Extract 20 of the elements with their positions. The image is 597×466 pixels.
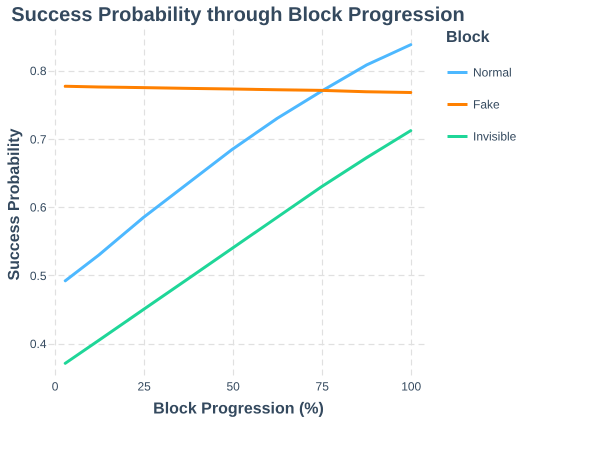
x-tick-label: 0 <box>52 380 59 394</box>
y-axis-title: Success Probability <box>6 128 23 281</box>
y-tick-label: 0.7 <box>30 132 47 146</box>
x-tick-label: 100 <box>401 380 422 394</box>
legend-label: Invisible <box>473 130 517 144</box>
y-tick-label: 0.5 <box>30 268 47 283</box>
x-axis-title: Block Progression (%) <box>153 400 324 418</box>
legend-title: Block <box>446 29 490 46</box>
y-tick-label: 0.8 <box>30 64 47 78</box>
x-tick-label: 50 <box>226 380 240 394</box>
x-tick-label: 75 <box>316 380 330 394</box>
legend-label: Normal <box>473 66 512 80</box>
line-series <box>64 84 412 94</box>
line-series <box>64 129 412 365</box>
legend-label: Fake <box>473 98 500 112</box>
x-tick-label: 25 <box>137 380 152 394</box>
line-series <box>64 43 412 282</box>
y-tick-label: 0.6 <box>30 200 47 215</box>
chart-title: Success Probability through Block Progression <box>11 4 465 26</box>
y-tick-label: 0.4 <box>30 337 47 352</box>
